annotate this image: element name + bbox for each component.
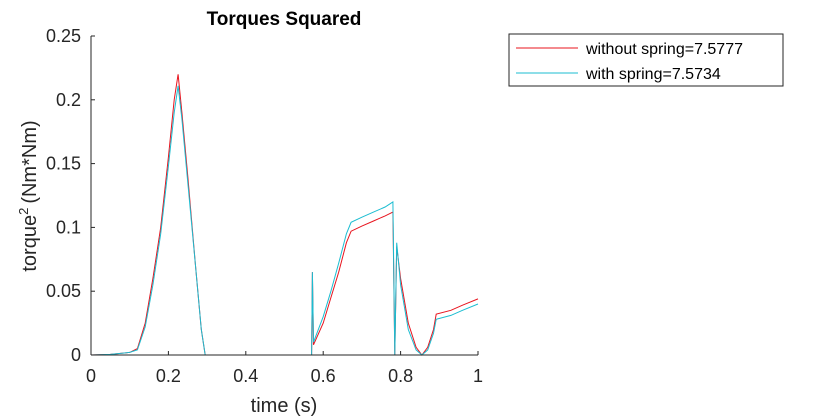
- x-tick-label: 0.4: [233, 366, 258, 386]
- legend-box: [508, 33, 784, 87]
- x-ticks: 0 0.2 0.4 0.6 0.8 1: [86, 351, 483, 386]
- legend-label-with-spring: with spring=7.5734: [585, 66, 721, 83]
- x-tick-label: 0.2: [156, 366, 181, 386]
- legend-label-without-spring: without spring=7.5777: [585, 41, 743, 58]
- y-axis-label-superscript: 2: [16, 208, 31, 215]
- y-axis-label: torque2 (Nm*Nm): [16, 120, 41, 271]
- y-tick-label: 0.05: [46, 281, 81, 301]
- y-tick-label: 0.1: [56, 217, 81, 237]
- x-tick-label: 0: [86, 366, 96, 386]
- y-tick-label: 0: [71, 345, 81, 365]
- y-tick-label: 0.25: [46, 26, 81, 46]
- x-tick-label: 0.8: [388, 366, 413, 386]
- chart-title: Torques Squared: [207, 9, 362, 30]
- x-tick-label: 0.6: [311, 366, 336, 386]
- axes: [90, 36, 478, 356]
- y-axis-label-base: torque: [19, 215, 41, 272]
- y-ticks: 0 0.05 0.1 0.15 0.2 0.25: [46, 26, 95, 365]
- y-tick-label: 0.2: [56, 90, 81, 110]
- y-tick-label: 0.15: [46, 154, 81, 174]
- series-line-with-spring: [90, 85, 479, 356]
- x-tick-label: 1: [473, 366, 483, 386]
- x-axis-label: time (s): [251, 395, 318, 417]
- plot-lines: [90, 74, 479, 356]
- y-axis-label-unit: (Nm*Nm): [19, 120, 41, 203]
- series-line-without-spring: [90, 74, 479, 356]
- legend: without spring=7.5777 with spring=7.5734: [508, 33, 784, 87]
